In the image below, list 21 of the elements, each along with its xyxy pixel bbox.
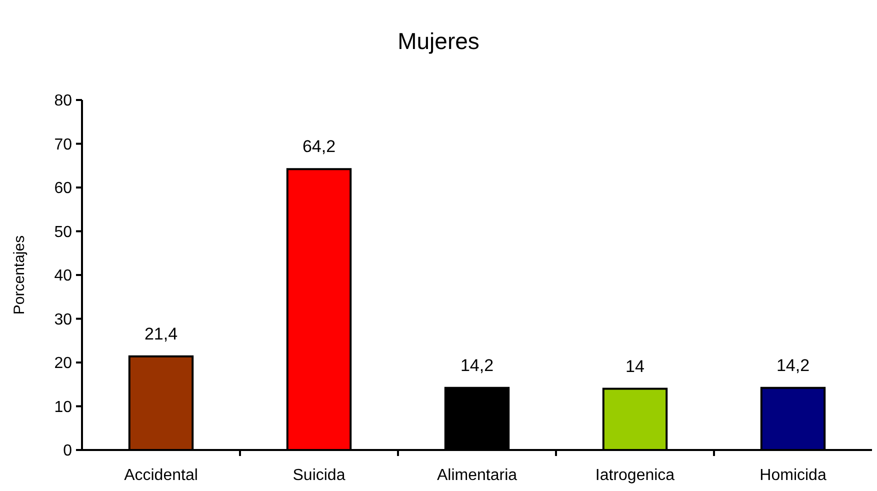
y-tick-label: 60 — [54, 180, 72, 198]
data-label: 14 — [626, 356, 644, 376]
x-tick-label: Homicida — [760, 467, 826, 484]
y-axis-title: Porcentajes — [11, 235, 28, 315]
y-tick-label: 70 — [54, 136, 72, 154]
x-tick-label: Iatrogenica — [595, 467, 675, 484]
x-tick-label: Accidental — [124, 467, 198, 484]
y-tick-label: 40 — [54, 268, 72, 285]
chart-title: Mujeres — [398, 28, 480, 54]
x-tick-label: Suicida — [292, 467, 346, 484]
y-tick-label: 10 — [54, 398, 72, 416]
data-label: 21,4 — [144, 324, 178, 344]
y-tick-label: 80 — [54, 92, 72, 110]
y-tick-label: 30 — [54, 311, 72, 328]
y-tick-label: 20 — [54, 355, 72, 372]
y-tick-label: 0 — [63, 442, 72, 460]
data-label: 14,2 — [460, 356, 494, 375]
data-label: 14,2 — [776, 356, 810, 375]
y-tick-label: 50 — [54, 224, 72, 241]
data-label: 64,2 — [302, 137, 336, 156]
x-tick-label: Alimentaria — [436, 467, 518, 484]
